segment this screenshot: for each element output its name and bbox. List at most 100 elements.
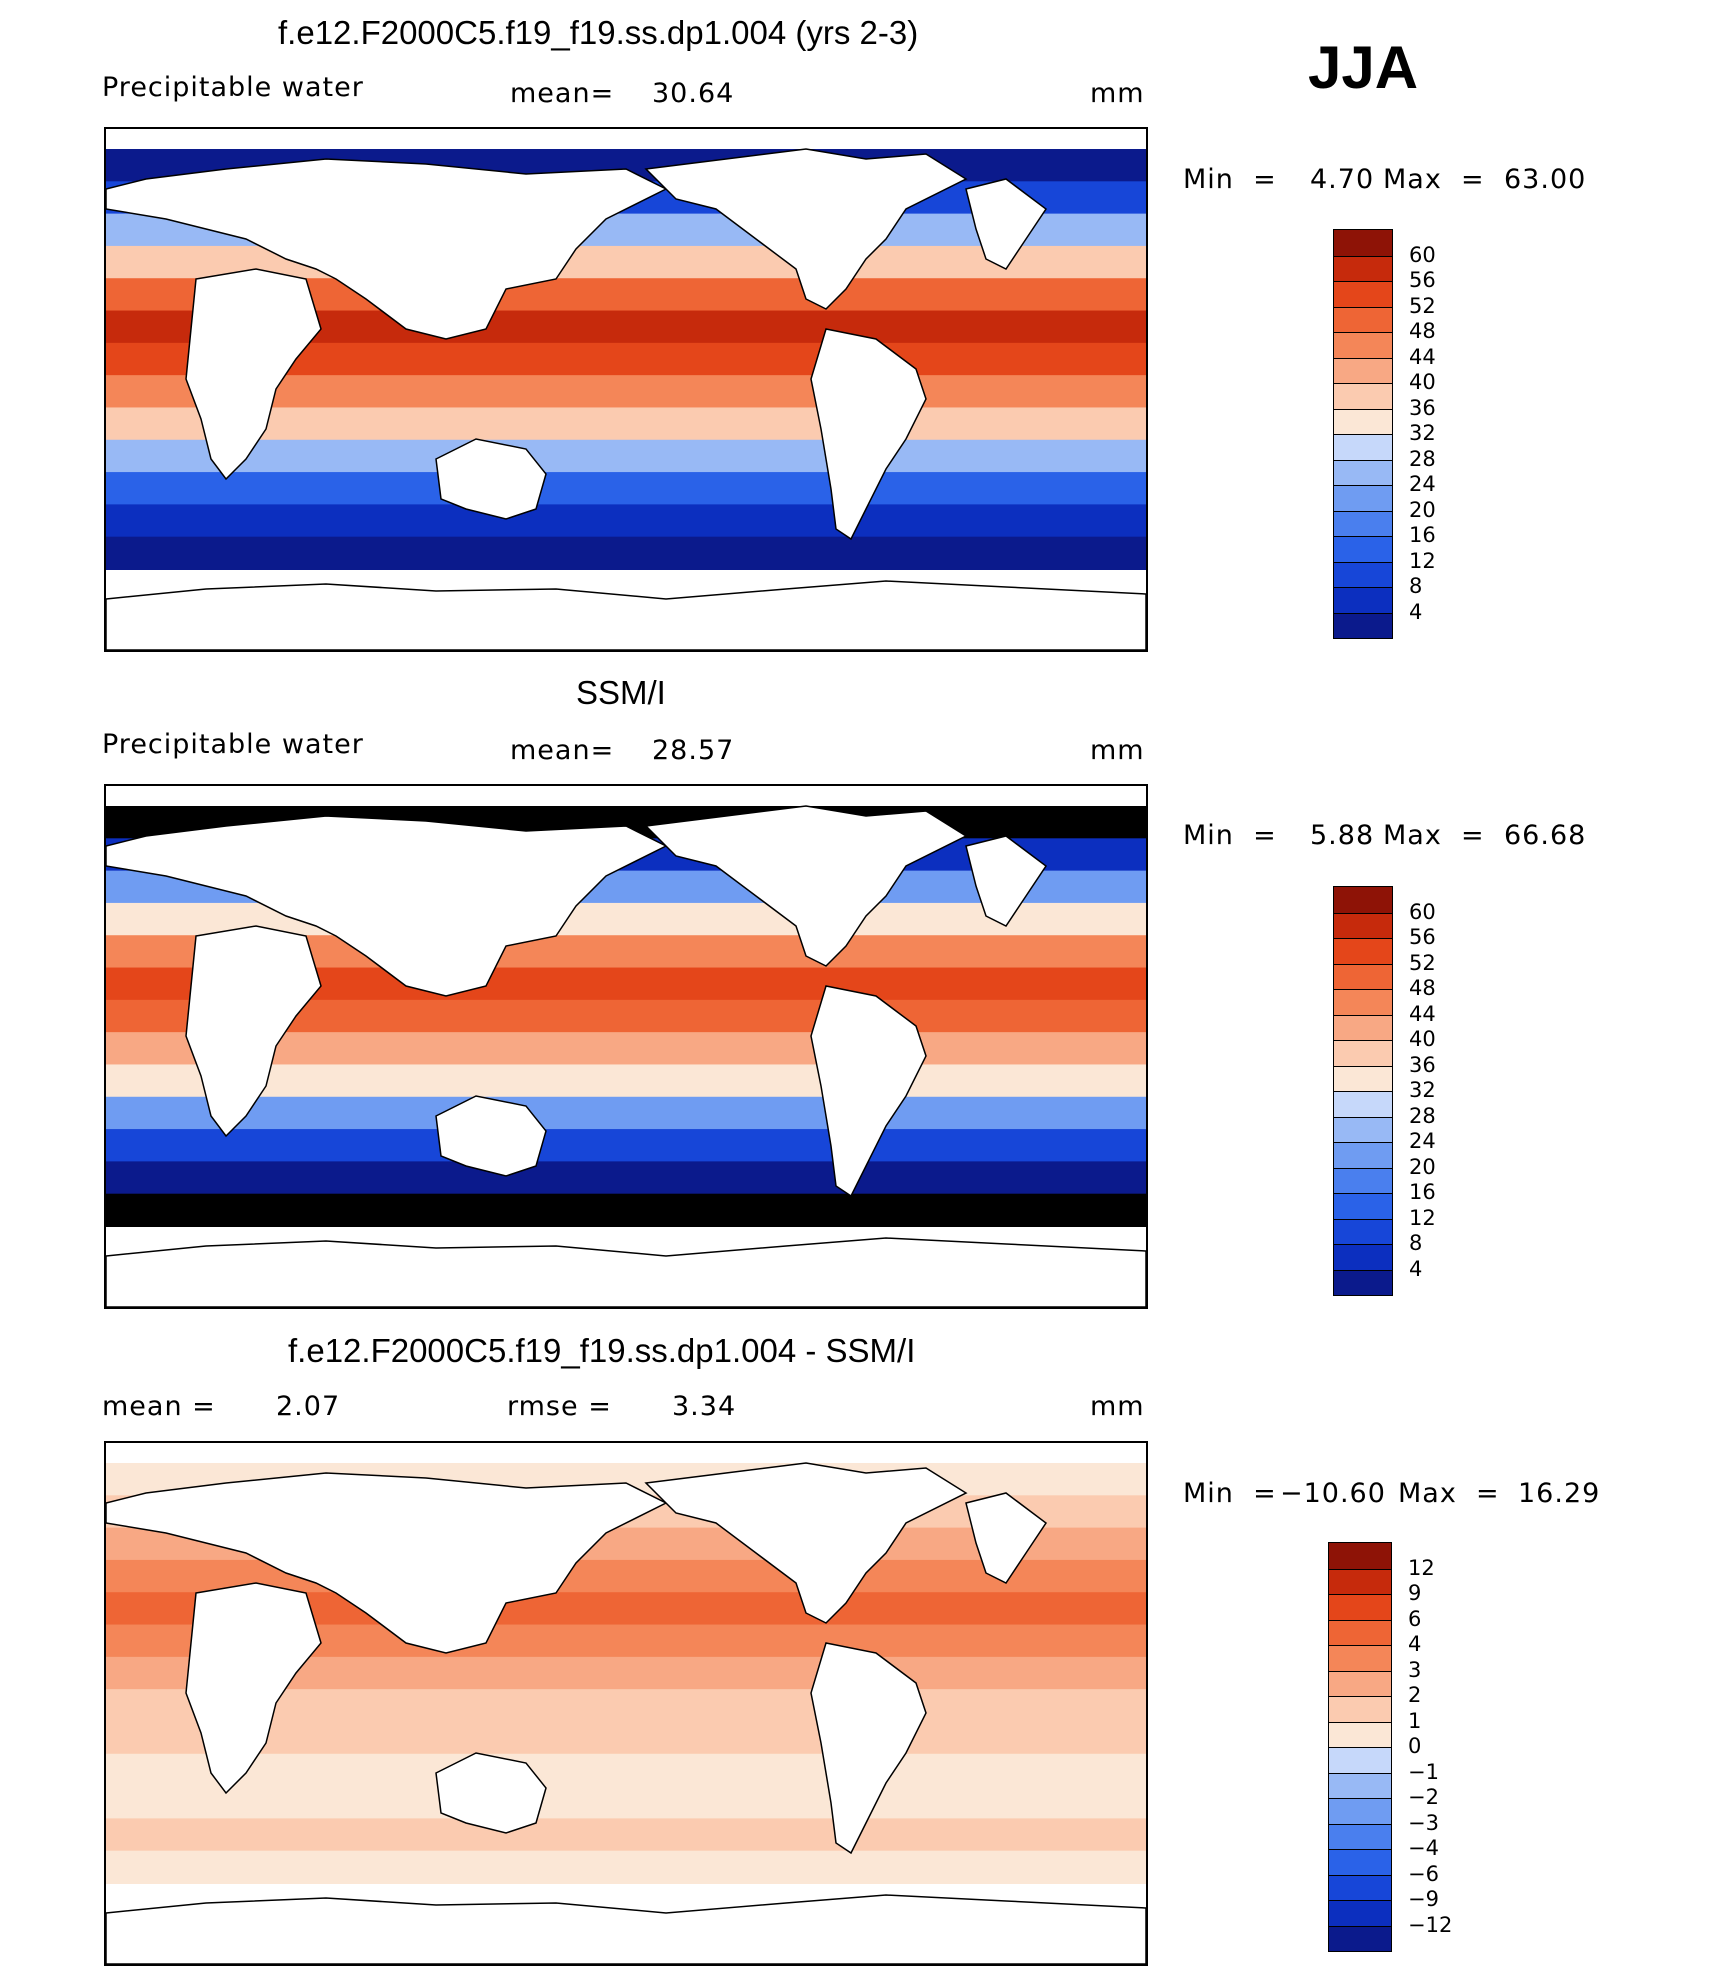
colorbar-box: [1334, 1269, 1392, 1295]
colorbar-tick-label: 8: [1409, 574, 1423, 598]
colorbar-box: [1334, 1218, 1392, 1244]
panel1-max-label: Max =: [1383, 164, 1485, 195]
colorbar-box: [1334, 1116, 1392, 1142]
colorbar-box: [1334, 383, 1392, 409]
colorbar-box: [1329, 1568, 1391, 1594]
colorbar-tick-label: 28: [1409, 446, 1436, 471]
colorbar-tick-label: 24: [1409, 1129, 1436, 1153]
field-band: [106, 1721, 1146, 1755]
colorbar-tick-label: −3: [1408, 1810, 1439, 1835]
panel3-field: [106, 1462, 1146, 1964]
panel2-title: SSM/I: [576, 674, 666, 711]
colorbar-box: [1329, 1747, 1391, 1773]
colorbar-tick-label: 4: [1408, 1632, 1422, 1656]
colorbar-tick-label: 1: [1408, 1708, 1422, 1733]
panel1-map: [104, 127, 1148, 652]
colorbar-box: [1334, 459, 1392, 485]
colorbar-tick-label: 48: [1409, 976, 1436, 1000]
land-mask: [644, 1462, 968, 1624]
colorbar-box: [1334, 485, 1392, 511]
panel2-min-label: Min =: [1183, 820, 1277, 851]
colorbar-tick-label: 32: [1409, 1078, 1436, 1102]
colorbar-tick-label: −9: [1408, 1887, 1439, 1911]
land-mask: [810, 1642, 927, 1855]
panel3-rmse-value: 3.34: [672, 1391, 737, 1422]
colorbar-box: [1334, 255, 1392, 281]
colorbar-tick-label: 8: [1409, 1231, 1423, 1255]
field-band: [106, 1850, 1146, 1884]
colorbar-box: [1329, 1721, 1391, 1747]
colorbar-box: [1329, 1925, 1391, 1951]
colorbar-box: [1329, 1670, 1391, 1696]
field-band: [106, 1096, 1146, 1131]
panel1-colorbar: [1333, 229, 1393, 639]
colorbar-box: [1329, 1594, 1391, 1620]
panel2-mean-value: 28.57: [652, 735, 735, 766]
colorbar-box: [1334, 1040, 1392, 1066]
colorbar-box: [1334, 510, 1392, 536]
colorbar-tick-label: 16: [1409, 523, 1436, 547]
colorbar-box: [1329, 1696, 1391, 1722]
panel1-max-value: 63.00: [1504, 164, 1587, 195]
colorbar-box: [1329, 1772, 1391, 1798]
colorbar-tick-label: 4: [1409, 1256, 1423, 1281]
colorbar-box: [1329, 1849, 1391, 1875]
land-mask: [185, 1582, 322, 1795]
colorbar-box: [1329, 1798, 1391, 1824]
panel3-map: [104, 1441, 1148, 1966]
field-band: [106, 1193, 1146, 1227]
panel1-min-value: 4.70: [1310, 164, 1375, 195]
panel3-mean-value: 2.07: [276, 1391, 341, 1422]
colorbar-box: [1334, 306, 1392, 332]
land-mask: [644, 148, 968, 310]
field-band: [106, 472, 1146, 506]
colorbar-tick-label: 40: [1409, 1027, 1436, 1051]
land-mask: [965, 835, 1048, 927]
field-band: [106, 1129, 1146, 1163]
colorbar-box: [1334, 536, 1392, 562]
colorbar-tick-label: 20: [1409, 497, 1436, 522]
panel1-min-label: Min =: [1183, 164, 1277, 195]
land-mask: [106, 158, 668, 340]
colorbar-box: [1329, 1823, 1391, 1849]
colorbar-tick-label: 44: [1409, 1001, 1436, 1026]
colorbar-box: [1334, 1065, 1392, 1091]
field-band: [106, 1753, 1146, 1788]
colorbar-box: [1334, 587, 1392, 613]
colorbar-tick-label: 16: [1409, 1180, 1436, 1204]
colorbar-box: [1334, 1167, 1392, 1193]
colorbar-box: [1334, 1142, 1392, 1168]
colorbar-tick-label: 44: [1409, 344, 1436, 369]
colorbar-tick-label: 56: [1409, 268, 1436, 292]
land-mask: [644, 805, 968, 967]
panel2-max-label: Max =: [1383, 820, 1485, 851]
colorbar-box: [1329, 1619, 1391, 1645]
land-mask: [106, 1237, 1146, 1307]
land-mask: [965, 1492, 1048, 1584]
panel3-rmse-label: rmse =: [507, 1391, 612, 1422]
colorbar-box: [1334, 357, 1392, 383]
panel1-field: [106, 148, 1146, 650]
panel1-mean-label: mean=: [510, 78, 615, 109]
land-mask: [185, 925, 322, 1138]
colorbar-tick-label: 9: [1408, 1581, 1422, 1605]
panel2-field: [106, 805, 1146, 1307]
colorbar-box: [1334, 434, 1392, 460]
field-band: [106, 504, 1146, 538]
panel1-field-label: Precipitable water: [102, 72, 364, 103]
land-mask: [965, 178, 1048, 270]
field-band: [106, 1161, 1146, 1195]
colorbar-tick-label: 6: [1408, 1606, 1422, 1631]
colorbar-tick-label: 24: [1409, 472, 1436, 496]
colorbar-tick-label: 52: [1409, 293, 1436, 318]
colorbar-tick-label: 12: [1409, 1205, 1436, 1230]
panel3-colorbar: [1328, 1542, 1392, 1952]
colorbar-tick-label: 3: [1408, 1657, 1422, 1682]
colorbar-tick-label: 12: [1409, 548, 1436, 573]
colorbar-tick-label: 40: [1409, 370, 1436, 394]
colorbar-box: [1334, 408, 1392, 434]
field-band: [106, 1786, 1146, 1820]
land-mask: [435, 1095, 547, 1177]
colorbar-tick-label: −12: [1408, 1912, 1453, 1937]
field-band: [106, 407, 1146, 441]
